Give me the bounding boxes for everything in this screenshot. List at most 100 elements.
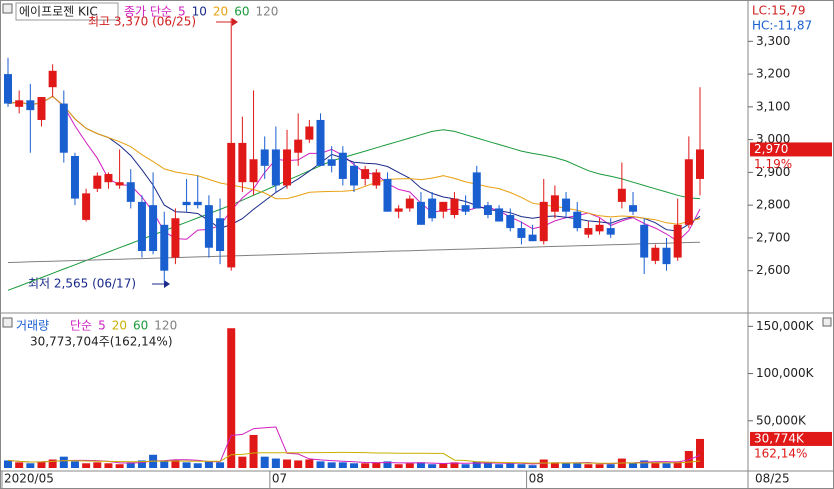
candle-body [394,208,403,212]
volume-bar [327,462,336,468]
candle-body [517,228,526,238]
volume-bar [26,463,35,468]
volume-bar [472,461,481,468]
volume-bar [651,462,660,468]
last-price-box [750,142,832,157]
candle-body [204,205,213,248]
candle-body [149,205,158,252]
candle-body [506,214,515,229]
volume-bar [573,463,582,468]
title-box [15,2,119,21]
x-tick-label: 2020/05 [4,472,54,486]
volume-bar [372,462,381,468]
volume-bar [562,463,571,468]
volume-bar [584,464,593,468]
volume-bar [461,464,470,468]
candle-body [48,70,57,88]
volume-bar [48,459,57,468]
y-tick-label: 3,300 [756,34,790,48]
legend-item: 20 [213,5,228,19]
candle-body [216,218,225,252]
volume-bar [70,461,79,468]
candle-body [260,149,269,166]
candle-body [305,126,314,140]
volume-bar [517,464,526,468]
volume-bar [629,463,638,468]
volume-bar [416,462,425,468]
volume-bar [305,459,314,468]
hc-label: HC:-11,87 [752,19,812,33]
candle-body [595,224,604,232]
volume-bar [216,462,225,468]
volume-change-label: 162,14% [754,446,807,460]
volume-bar [640,460,649,468]
ma-line [7,241,701,263]
legend-item: 120 [255,5,278,19]
candle-body [550,195,559,212]
volume-bar [361,463,370,468]
candle-body [361,169,370,179]
last-volume-label: 30,774K [754,431,805,445]
candle-body [606,228,615,235]
candle-body [271,149,280,186]
last-date: 08/25 [755,472,790,486]
volume-bar [249,434,258,468]
candle-body [182,201,191,206]
candle-body [115,182,124,186]
y-tick-label: 2,700 [756,230,790,244]
candle-body [249,159,258,183]
change-label: 1.19% [754,157,792,171]
volume-bar [495,464,504,468]
volume-bar [238,456,247,468]
volume-bar [550,462,559,468]
legend-item: 단순 [70,319,92,333]
candle-body [450,198,459,215]
legend-item: 120 [154,319,177,333]
legend-item: 10 [192,5,207,19]
legend-item: 종가 단순 [124,5,172,19]
candle-body [640,224,649,258]
volume-bar [260,456,269,468]
y-tick-label: 3,100 [756,99,790,113]
high-note: 최고 3,370 (06/25) [88,15,196,29]
volume-bar [696,438,704,468]
volume-bar [137,460,146,468]
candle-body [37,97,46,120]
volume-bar [82,463,91,468]
v-tick-label: 100,000K [756,366,815,380]
candle-body [104,174,113,183]
volume-bar [673,461,682,468]
volume-note: 30,773,704주(162,14%) [30,335,173,349]
candle-body [350,165,358,186]
volume-bar [316,461,325,468]
volume-bar [171,459,180,468]
volume-title: 거래량 [16,319,49,333]
ma-line [7,95,701,232]
low-note: 최저 2,565 (06/17) [28,277,136,291]
candle-body [651,247,660,261]
candle-body [126,182,135,202]
candle-body [137,201,146,252]
candle-body [238,142,247,183]
volume-bar [271,458,280,468]
candle-body [227,142,236,268]
candle-body [4,74,12,104]
volume-bar [606,464,615,468]
volume-bar [37,461,46,468]
volume-bar [104,463,113,468]
candle-body [59,103,68,153]
volume-bar [204,461,213,468]
candle-body [562,198,571,212]
candle-body [483,205,492,215]
volume-bar [294,460,303,468]
legend-item: 60 [133,319,148,333]
candle-body [93,175,102,189]
candle-body [70,156,79,199]
volume-bar [93,462,102,468]
volume-bar [405,463,414,468]
y-tick-label: 2,600 [756,263,790,277]
y-tick-label: 3,200 [756,67,790,81]
volume-bar [126,462,135,468]
candle-body [416,201,425,225]
legend-item: 60 [234,5,249,19]
